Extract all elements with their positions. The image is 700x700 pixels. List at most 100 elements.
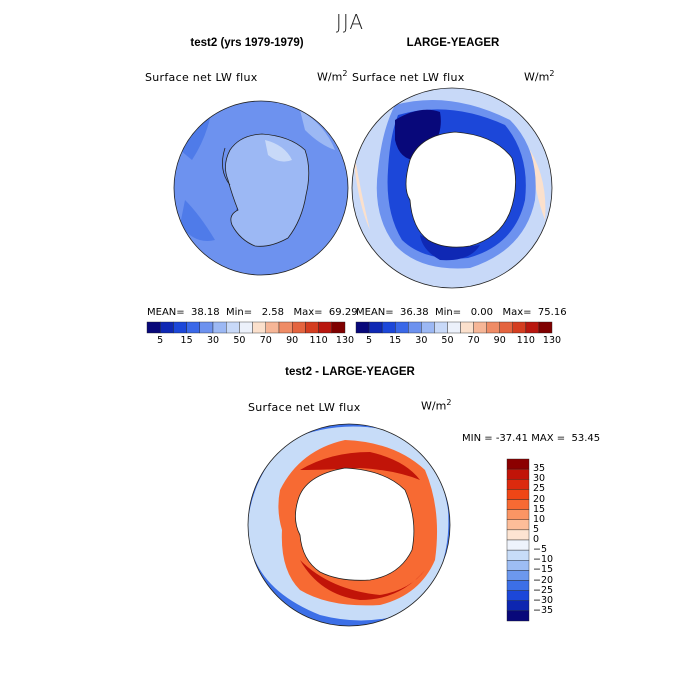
panel-3-title: test2 - LARGE-YEAGER: [285, 366, 415, 378]
panel-1-title: test2 (yrs 1979-1979): [190, 37, 304, 49]
panel-3-colorbar: [506, 458, 530, 622]
colorbar-swatch: [186, 321, 201, 334]
colorbar-swatch: [305, 321, 319, 334]
colorbar-tick-label: 0: [533, 534, 540, 545]
colorbar-swatch: [473, 321, 487, 334]
panel-1-variable-label: Surface net LW flux: [145, 71, 258, 84]
colorbar-tick-label: 5: [366, 335, 373, 346]
colorbar-swatch: [506, 489, 530, 500]
season-title: JJA: [335, 10, 365, 34]
colorbar-swatch: [355, 321, 370, 334]
colorbar-tick-label: 130: [335, 335, 355, 346]
colorbar-swatch: [318, 321, 333, 334]
panel-1-field-patch: [180, 200, 215, 241]
panel-1-field-patch: [300, 110, 335, 150]
panel-1-field-patch: [265, 140, 292, 162]
panel-2-variable-label: Surface net LW flux: [352, 71, 465, 84]
panel-1-map-border: [173, 100, 349, 276]
colorbar-tick-label: 15: [389, 335, 402, 346]
colorbar-tick-label: 70: [259, 335, 272, 346]
colorbar-swatch: [506, 519, 530, 531]
panel-3-map-border: [247, 423, 451, 627]
colorbar-swatch: [499, 321, 514, 334]
colorbar-tick-label: 110: [309, 335, 328, 346]
panel-2-map-border: [351, 87, 553, 289]
panel-1-map: [174, 101, 348, 275]
colorbar-tick-label: 70: [467, 335, 480, 346]
colorbar-swatch: [447, 321, 461, 334]
panel-2-title: LARGE-YEAGER: [406, 37, 500, 49]
colorbar-swatch: [506, 590, 530, 601]
colorbar-swatch: [408, 321, 422, 334]
colorbar-tick-label: 90: [493, 335, 506, 346]
colorbar-swatch: [506, 458, 530, 470]
colorbar-swatch: [252, 321, 267, 334]
colorbar-tick-label: 30: [533, 473, 546, 485]
colorbar-swatch: [173, 321, 187, 334]
colorbar-swatch: [199, 321, 214, 334]
colorbar-swatch: [506, 580, 530, 591]
colorbar-swatch: [331, 321, 346, 334]
colorbar-tick-label: 5: [157, 335, 164, 346]
panel-2-antarctica-masked: [405, 131, 516, 248]
colorbar-tick-label: 25: [533, 483, 546, 495]
panel-1-colorbar: [146, 321, 346, 334]
colorbar-swatch: [212, 321, 227, 334]
colorbar-tick-label: 5: [533, 523, 540, 535]
colorbar-tick-label: −25: [533, 584, 554, 596]
panel-3-antarctica-masked: [295, 467, 415, 581]
panel-2-stats: MEAN= 36.38 Min= 0.00 Max= 75.16: [356, 307, 567, 318]
panel-3-map: [248, 424, 450, 626]
colorbar-tick-label: 30: [206, 335, 220, 346]
colorbar-swatch: [506, 560, 530, 571]
colorbar-swatch: [506, 610, 530, 622]
colorbar-tick-label: 130: [542, 335, 562, 346]
colorbar-swatch: [506, 529, 530, 541]
panel-1-antarctica-outline: [225, 133, 310, 247]
colorbar-tick-label: 20: [533, 493, 546, 505]
colorbar-swatch: [525, 321, 540, 334]
panel-1-stats: MEAN= 38.18 Min= 2.58 Max= 69.29: [147, 307, 358, 318]
colorbar-tick-label: 50: [233, 335, 246, 346]
colorbar-swatch: [506, 539, 530, 551]
colorbar-swatch: [292, 321, 306, 334]
colorbar-tick-label: −10: [533, 554, 554, 566]
colorbar-swatch: [460, 321, 474, 334]
colorbar-tick-label: 110: [516, 335, 535, 346]
colorbar-swatch: [225, 321, 240, 334]
colorbar-swatch: [146, 321, 161, 334]
colorbar-swatch: [159, 321, 174, 334]
colorbar-swatch: [421, 321, 435, 334]
panel-3-variable-label: Surface net LW flux: [248, 401, 361, 414]
colorbar-swatch: [538, 321, 553, 334]
panel-3-ring-core: [300, 452, 420, 480]
panel-1-field-patch: [180, 118, 210, 160]
panel-2-unit: W/m2: [524, 69, 555, 84]
colorbar-tick-label: −30: [533, 594, 554, 606]
panel-3-ring-core: [300, 560, 425, 600]
colorbar-swatch: [506, 600, 530, 612]
colorbar-tick-label: −20: [533, 574, 554, 586]
panel-2-colorbar: [355, 321, 553, 334]
colorbar-swatch: [506, 479, 530, 490]
colorbar-swatch: [434, 321, 448, 334]
colorbar-swatch: [239, 321, 253, 334]
colorbar-tick-label: 15: [533, 503, 546, 515]
panel-1-peninsula-outline: [222, 147, 231, 186]
colorbar-swatch: [265, 321, 280, 334]
colorbar-tick-label: 90: [286, 335, 299, 346]
colorbar-swatch: [368, 321, 383, 334]
colorbar-swatch: [381, 321, 396, 334]
colorbar-swatch: [506, 468, 530, 480]
colorbar-tick-label: 10: [533, 513, 546, 525]
colorbar-swatch: [395, 321, 409, 334]
colorbar-tick-label: 35: [533, 463, 546, 475]
colorbar-swatch: [512, 321, 527, 334]
colorbar-tick-label: −15: [533, 564, 554, 576]
colorbar-swatch: [506, 570, 530, 581]
colorbar-tick-label: 15: [180, 335, 193, 346]
panel-3-unit: W/m2: [421, 398, 452, 413]
colorbar-swatch: [506, 509, 530, 520]
colorbar-swatch: [278, 321, 293, 334]
